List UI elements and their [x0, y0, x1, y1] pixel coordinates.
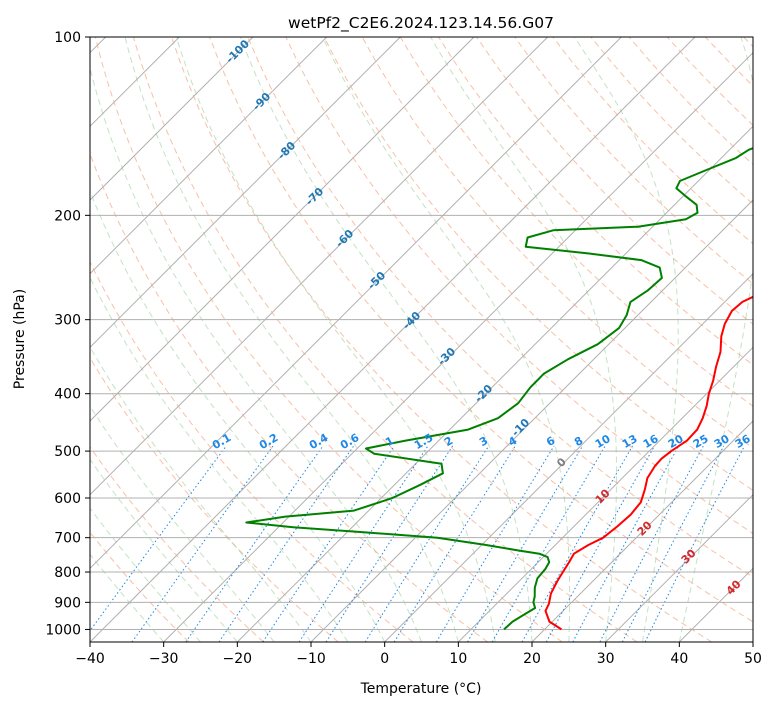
- isotherm-line: [163, 51, 753, 642]
- plot-frame: [89, 36, 754, 643]
- background-lines: [90, 37, 753, 642]
- mixing-ratio-line: [185, 445, 324, 642]
- x-tick-label: 10: [449, 651, 467, 667]
- moist-adiabat: [124, 37, 459, 642]
- x-tick-label: 40: [670, 651, 688, 667]
- temperature-line: [544, 295, 753, 631]
- isotherm-line: [457, 346, 753, 642]
- moist-adiabat: [90, 458, 238, 642]
- mixing-ratio-line: [262, 445, 395, 642]
- dry-adiabat: [90, 446, 264, 642]
- mixing-ratio-line: [393, 445, 516, 642]
- isotherm-line: [90, 37, 401, 349]
- mixing-ratio-line: [325, 445, 454, 642]
- mixing-ratio-line: [435, 445, 555, 642]
- y-tick-label: 600: [54, 491, 81, 507]
- x-tick-label: 50: [744, 651, 762, 667]
- y-tick-label: 400: [54, 387, 81, 403]
- mixing-ratio-line: [131, 445, 274, 642]
- isotherm-line: [605, 493, 753, 642]
- dry-adiabat: [285, 37, 753, 535]
- moist-adiabat: [90, 553, 165, 642]
- x-tick-label: 0: [380, 651, 389, 667]
- dry-adiabat: [90, 260, 414, 642]
- mixing-ratio-line: [298, 445, 429, 642]
- mixing-ratio-line: [521, 445, 633, 642]
- y-tick-label: 1000: [45, 622, 81, 638]
- dry-adiabat: [209, 37, 753, 623]
- moist-adiabat: [430, 37, 617, 642]
- mixing-ratio-line: [644, 445, 746, 642]
- moist-adiabat: [90, 405, 275, 642]
- chart-title: wetPf2_C2E6.2024.123.14.56.G07: [288, 14, 554, 33]
- isotherm-line: [90, 37, 328, 275]
- x-axis-label: Temperature (°C): [360, 681, 482, 697]
- moist-adiabat: [574, 37, 679, 642]
- isotherm-line: [384, 272, 753, 642]
- x-tick-label: −10: [296, 651, 326, 667]
- isotherm-line: [236, 125, 753, 642]
- x-axis-ticks: −40 −30 −20 −10 0 10 20 30 40 50: [75, 642, 762, 667]
- dry-adiabat: [94, 37, 563, 642]
- y-tick-label: 800: [54, 565, 81, 581]
- mixing-ratio-line: [218, 445, 355, 642]
- y-tick-label: 200: [54, 208, 81, 224]
- moist-adiabat: [239, 37, 533, 642]
- dry-adiabat: [247, 37, 753, 578]
- dry-adiabat: [90, 356, 339, 642]
- isotherm-line: [90, 37, 475, 422]
- x-tick-label: −20: [223, 651, 253, 667]
- y-tick-label: 300: [54, 313, 81, 329]
- y-axis-ticks: 100 200 300 400 500 600 700 800 900 1000: [45, 30, 90, 638]
- dewpoint-line: [245, 147, 753, 631]
- mixing-ratio-line: [545, 445, 656, 642]
- x-tick-label: 20: [523, 651, 541, 667]
- mixing-ratio-line: [467, 445, 584, 642]
- moist-adiabat: [175, 37, 496, 642]
- dry-adiabat: [171, 37, 712, 642]
- profile-lines: [245, 147, 753, 631]
- dry-adiabat: [476, 37, 753, 325]
- y-axis-label: Pressure (hPa): [12, 289, 28, 389]
- y-tick-label: 900: [54, 595, 81, 611]
- moist-adiabat: [90, 507, 201, 642]
- mixing-ratio-line: [364, 445, 490, 642]
- y-tick-label: 700: [54, 531, 81, 547]
- isotherm-line: [531, 420, 753, 642]
- isotherm-line: [90, 37, 622, 570]
- y-tick-label: 100: [54, 30, 81, 46]
- dry-adiabat: [514, 37, 753, 285]
- moist-adiabat: [90, 276, 349, 642]
- moist-adiabat: [90, 345, 312, 642]
- y-tick-label: 500: [54, 444, 81, 460]
- dry-adiabat: [323, 37, 753, 491]
- moist-adiabat: [90, 65, 422, 642]
- isotherm-line: [90, 37, 254, 201]
- isotherm-line: [90, 37, 549, 496]
- x-tick-label: 30: [597, 651, 615, 667]
- dry-adiabat: [132, 37, 638, 642]
- x-tick-label: −40: [75, 651, 105, 667]
- moist-adiabat: [678, 37, 753, 642]
- mixing-ratio-line: [621, 445, 725, 642]
- moist-adiabat: [322, 37, 571, 642]
- moist-adiabat: [90, 189, 386, 642]
- x-tick-label: −30: [149, 651, 179, 667]
